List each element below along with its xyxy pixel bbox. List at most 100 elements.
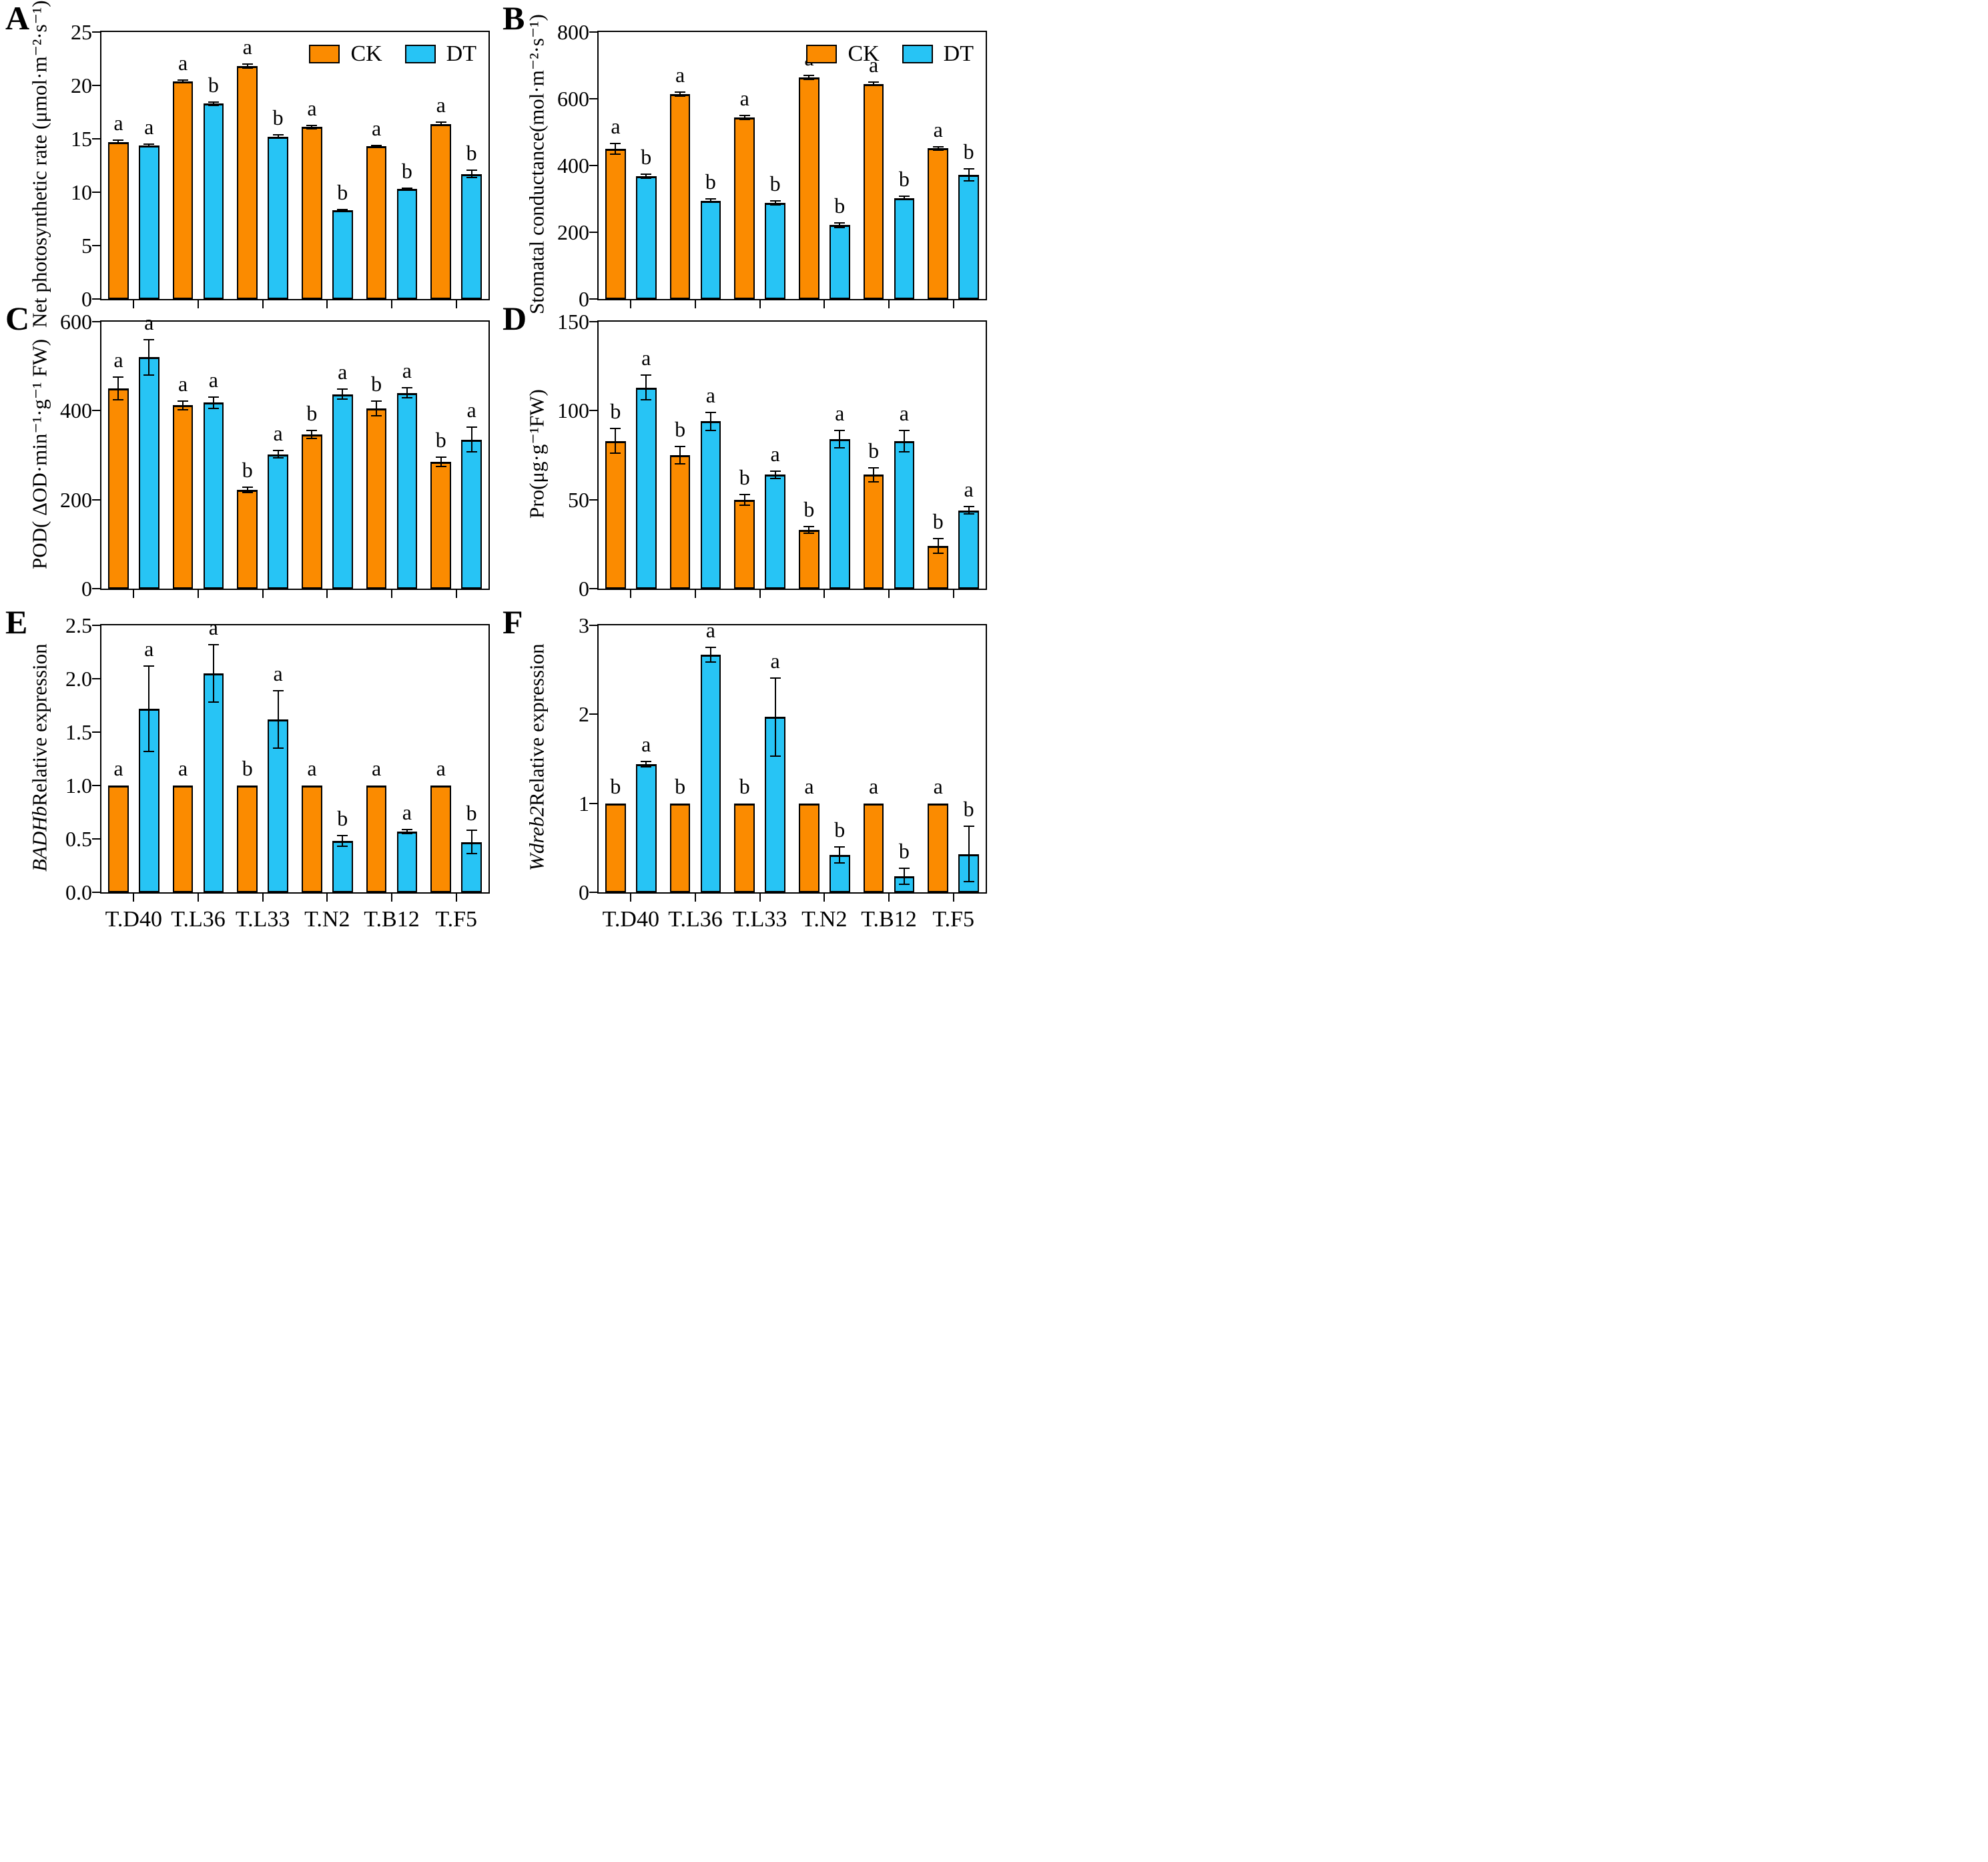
y-tick-mark [92, 245, 101, 246]
significance-letter: a [208, 367, 219, 392]
significance-letter: a [371, 115, 382, 140]
error-bar-line [774, 201, 776, 205]
error-bar-cap-top [769, 677, 781, 679]
error-bar-cap-top [337, 388, 348, 390]
y-tick-mark [92, 838, 101, 840]
significance-letter: a [675, 62, 685, 87]
bar-ck-tn2 [799, 803, 819, 892]
error-bar-line [743, 494, 745, 505]
error-bar-cap-bottom [306, 437, 318, 439]
y-tick-label: 800 [557, 20, 589, 44]
significance-letter: a [307, 756, 317, 780]
x-tick-mark [888, 589, 890, 598]
bar-ck-tl33 [237, 490, 258, 589]
bar-ck-td40 [605, 803, 626, 892]
panel-e: E BADHb Relative expression 0.0 0.5 1.0 1.5 2.0… [0, 603, 497, 932]
panel-letter-b: B [503, 0, 525, 37]
bar-ck-tb12 [863, 803, 884, 892]
y-tick-label: 400 [60, 398, 92, 423]
bar-dt-td40 [138, 145, 159, 299]
x-category-label: T.F5 [435, 907, 477, 932]
y-tick-mark [92, 138, 101, 139]
error-bar-cap-top [435, 121, 446, 123]
error-bar-cap-bottom [641, 178, 652, 179]
error-bar-cap-top [306, 429, 318, 431]
y-tick-mark [589, 713, 599, 715]
legend: CK DT [309, 41, 476, 67]
bar-dt-tb12 [396, 831, 418, 892]
x-tick-mark [823, 299, 825, 308]
error-bar-cap-bottom [769, 755, 781, 757]
error-bar-cap-top [868, 467, 880, 469]
bar-dt-td40 [635, 387, 657, 589]
error-bar-line [406, 829, 408, 834]
error-bar-cap-bottom [401, 397, 412, 398]
significance-letter: b [306, 400, 318, 425]
error-bar-line [182, 80, 184, 83]
error-bar-cap-top [769, 200, 781, 202]
y-tick-mark [92, 321, 101, 322]
y-tick-mark [92, 85, 101, 86]
significance-letter: b [242, 756, 253, 780]
bar-ck-tb12 [366, 786, 387, 892]
error-bar-cap-top [641, 174, 652, 175]
significance-letter: b [769, 172, 781, 196]
error-bar-cap-bottom [641, 766, 652, 767]
error-bar-line [709, 199, 711, 202]
error-bar-line [246, 64, 248, 69]
error-bar-cap-bottom [803, 78, 815, 80]
significance-letter: a [113, 347, 123, 372]
bar-ck-tl36 [172, 786, 194, 892]
error-bar-cap-bottom [113, 143, 124, 145]
x-tick-mark [695, 299, 696, 308]
error-bar-line [937, 539, 939, 553]
significance-letter: a [273, 421, 283, 446]
bar-dt-tl36 [700, 655, 721, 892]
x-tick-mark [630, 299, 632, 308]
bar-ck-td40 [605, 149, 626, 299]
error-bar-cap-bottom [898, 199, 910, 200]
significance-letter: a [242, 35, 252, 59]
error-bar-line [311, 125, 313, 129]
bar-ck-tf5 [430, 123, 452, 299]
y-tick-label: 0 [579, 880, 589, 904]
bar-ck-tn2 [799, 530, 819, 589]
y-tick-label: 150 [557, 310, 589, 334]
error-bar-line [342, 389, 344, 399]
plot-area-e: 0.0 0.5 1.0 1.5 2.0 2.5 T.D40 a a T.L36 a a T.L33 b a T… [65, 615, 490, 932]
error-bar-line [277, 690, 279, 748]
x-tick-mark [630, 589, 632, 598]
x-category-label: T.L36 [668, 907, 723, 932]
x-tick-mark [326, 892, 328, 902]
y-tick-label: 2.5 [65, 613, 92, 637]
bar-ck-tn2 [302, 127, 322, 299]
error-bar-cap-bottom [143, 145, 155, 147]
x-tick-mark [952, 589, 954, 598]
error-bar-cap-top [466, 830, 477, 832]
x-tick-mark [952, 892, 954, 902]
y-tick-mark [589, 892, 599, 893]
error-bar-cap-top [675, 445, 686, 447]
bar-ck-tn2 [302, 786, 322, 892]
legend-swatch-dt [404, 45, 436, 63]
error-bar-cap-bottom [113, 399, 124, 401]
y-tick-label: 0.5 [65, 827, 92, 851]
error-bar-line [615, 143, 617, 154]
bar-ck-tl36 [669, 803, 691, 892]
x-tick-mark [888, 299, 890, 308]
error-bar-cap-bottom [932, 149, 944, 151]
y-tick-mark [92, 192, 101, 193]
plot-area-d: 0 50 100 150 b a b a b a b a b a b a [557, 311, 987, 599]
error-bar-cap-bottom [803, 533, 815, 535]
plot-area-f: 0 1 2 3 T.D40 b a T.L36 b a T.L33 b a T.N2 a b T.B12 a b T.… [579, 615, 987, 932]
y-tick-mark [589, 232, 599, 233]
x-tick-mark [198, 892, 199, 902]
error-bar-cap-bottom [739, 504, 750, 506]
significance-letter: b [401, 158, 412, 183]
panel-letter-e: E [5, 603, 28, 641]
error-bar-cap-bottom [337, 846, 348, 848]
x-tick-mark [262, 892, 264, 902]
significance-letter: a [770, 648, 780, 673]
error-bar-cap-bottom [705, 202, 716, 203]
y-tick-label: 3 [579, 613, 589, 637]
